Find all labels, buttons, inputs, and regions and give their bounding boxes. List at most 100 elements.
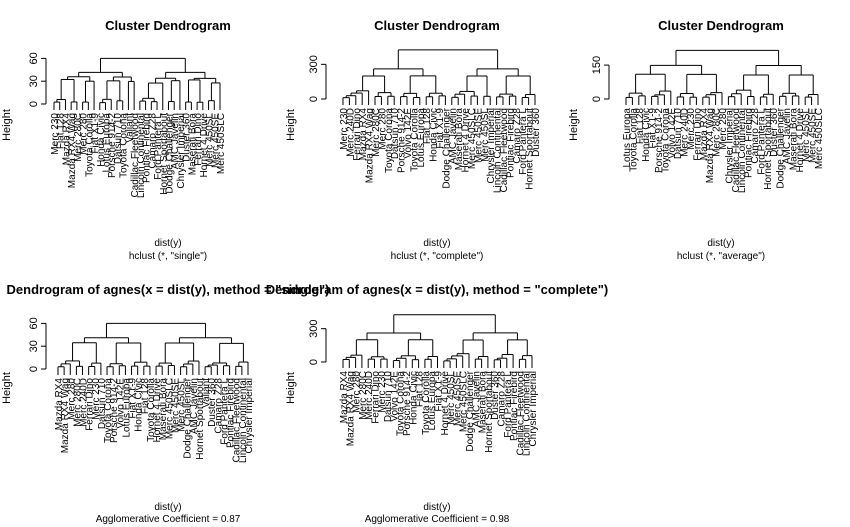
leaf-label: Hornet 4 Drive bbox=[795, 108, 806, 173]
leaf-label: Lincoln Continental bbox=[238, 378, 249, 463]
leaf-label: Fiat X1-9 bbox=[90, 113, 101, 154]
leaf-label: Mazda RX4 bbox=[699, 108, 710, 161]
leaf-label: Chrysler Imperial bbox=[176, 113, 187, 189]
leaf-label: Porsche 914-2 bbox=[654, 108, 665, 173]
method-label: Agglomerative Coefficient = 0.98 bbox=[365, 514, 510, 525]
leaf-label: Toyota Corolla bbox=[409, 108, 420, 172]
leaf-label: Ferrari Dino bbox=[85, 378, 96, 431]
leaf-label: Mazda RX4 Wag bbox=[67, 113, 78, 188]
leaf-label: Honda Civic bbox=[429, 108, 440, 162]
leaf-label: Volvo 142E bbox=[403, 108, 414, 159]
leaf-label: Merc 280C bbox=[371, 108, 382, 157]
dendrogram-panel-3: Cluster Dendrogram 0 150 Height dist(y) hclus… bbox=[568, 18, 825, 262]
leaf-label: Pontiac Firebird bbox=[505, 108, 516, 178]
leaf-label: Merc 230 bbox=[377, 371, 388, 413]
leaf-label: Mazda RX4 Wag bbox=[60, 378, 71, 453]
leaf-label: Merc 240D bbox=[345, 108, 356, 157]
leaf-label: Merc 230 bbox=[339, 108, 350, 150]
leaf-label: Cadillac Fleetwood bbox=[731, 108, 742, 193]
leaf-label: Maserati Bora bbox=[788, 108, 799, 171]
leaf-label: Ferrari Dino bbox=[193, 113, 204, 166]
y-tick-label: 30 bbox=[28, 340, 40, 352]
leaf-label: Toyota Corona bbox=[396, 371, 407, 436]
dendrogram-panel-1: Cluster Dendrogram 0 30 60 Height dist(y) hclu… bbox=[1, 18, 231, 262]
method-label: hclust (*, "complete") bbox=[391, 251, 484, 262]
leaf-label: Merc 450SLC bbox=[814, 108, 825, 169]
leaf-label: Honda Civic bbox=[641, 108, 652, 162]
leaf-label: Lincoln Continental bbox=[493, 108, 504, 193]
leaf-label: Fiat X1-9 bbox=[435, 108, 446, 149]
leaf-label: Honda Civic bbox=[408, 371, 419, 425]
dendrogram-panel-5: Dendrogram of agnes(x = dist(y), method … bbox=[266, 282, 608, 525]
y-tick-label: 60 bbox=[28, 52, 40, 64]
leaf-label: Ford Pantera L bbox=[503, 371, 514, 438]
leaf-label: Merc 280 bbox=[718, 108, 729, 150]
leaf-label: AMC Javelin bbox=[471, 371, 482, 427]
leaf-label: Fiat 128 bbox=[140, 378, 151, 415]
dendrogram-panel-2: Cluster Dendrogram 0 300 Height dist(y) hclus… bbox=[285, 18, 542, 262]
chart-title: Dendrogram of agnes(x = dist(y), method … bbox=[266, 282, 608, 297]
leaf-label: Merc 450SLC bbox=[467, 108, 478, 169]
method-label: Agglomerative Coefficient = 0.87 bbox=[96, 514, 241, 525]
leaf-label: Datsun 710 bbox=[97, 378, 108, 430]
leaf-label: Merc 280C bbox=[358, 371, 369, 420]
leaf-label: Lincoln Continental bbox=[522, 371, 533, 456]
leaf-label: Camaro Z28 bbox=[750, 108, 761, 164]
leaf-label: Ford Pantera L bbox=[756, 108, 767, 175]
method-label: hclust (*, "single") bbox=[129, 251, 207, 262]
leaf-label: Hornet 4 Drive bbox=[152, 378, 163, 443]
leaf-label: Merc 450SL bbox=[446, 371, 457, 425]
leaf-label: Chrysler Imperial bbox=[486, 108, 497, 184]
leaf-label: Fiat 128 bbox=[56, 113, 67, 150]
leaf-label: Pontiac Firebird bbox=[142, 113, 153, 183]
leaf-label: Merc 450SE bbox=[210, 113, 221, 168]
y-axis-label: Height bbox=[1, 372, 13, 404]
leaf-label: Valiant bbox=[201, 378, 212, 408]
leaf-label: Duster 360 bbox=[769, 108, 780, 157]
leaf-label: Chrysler Imperial bbox=[528, 371, 539, 447]
leaf-label: Merc 450SLC bbox=[459, 371, 470, 432]
y-tick-label: 300 bbox=[308, 319, 320, 337]
leaf-label: Merc 450SLC bbox=[164, 378, 175, 439]
leaf-label: Hornet Sportabout bbox=[484, 371, 495, 453]
leaf-label: Hornet Sportabout bbox=[525, 108, 536, 190]
leaf-label: Maserati Bora bbox=[187, 113, 198, 176]
y-tick-label: 0 bbox=[28, 101, 40, 107]
method-label: hclust (*, "average") bbox=[677, 251, 765, 262]
y-axis-label: Height bbox=[1, 109, 13, 141]
leaf-label: Merc 450SL bbox=[480, 108, 491, 162]
leaf-label: Porsche 914-2 bbox=[402, 371, 413, 436]
leaf-label: Merc 280 bbox=[66, 378, 77, 420]
leaf-label: Lotus Europa bbox=[622, 108, 633, 168]
leaf-label: Camaro Z28 bbox=[497, 371, 508, 427]
leaf-label: Volvo 142E bbox=[667, 108, 678, 159]
leaf-label: Maserati Bora bbox=[454, 108, 465, 171]
leaf-label: Lotus Europa bbox=[427, 371, 438, 431]
leaf-label: Cadillac Fleetwood bbox=[499, 108, 510, 193]
leaf-label: Datsun 710 bbox=[383, 371, 394, 423]
x-axis-label: dist(y) bbox=[154, 502, 181, 513]
leaf-label: Merc 450SL bbox=[205, 113, 216, 167]
leaf-label: Mazda RX4 Wag bbox=[705, 108, 716, 183]
leaf-label: Lotus Europa bbox=[416, 108, 427, 168]
y-tick-label: 150 bbox=[591, 56, 603, 74]
leaf-label: Cadillac Fleetwood bbox=[515, 371, 526, 456]
y-axis-label: Height bbox=[568, 109, 580, 141]
leaf-label: Ferrari Dino bbox=[692, 108, 703, 161]
leaf-label: Mazda RX4 bbox=[54, 378, 65, 431]
leaf-label: Chrysler Imperial bbox=[244, 378, 255, 454]
leaf-label: Merc 280C bbox=[712, 108, 723, 157]
leaf-label: Merc 450SL bbox=[801, 108, 812, 162]
leaf-label: Maserati Bora bbox=[158, 378, 169, 441]
leaf-label: Pontiac Firebird bbox=[226, 378, 237, 448]
leaf-label: Fiat X1-9 bbox=[434, 371, 445, 412]
leaf-label: Merc 280C bbox=[73, 113, 84, 162]
leaf-label: Camaro Z28 bbox=[147, 113, 158, 169]
leaf-label: Duster 360 bbox=[531, 108, 542, 157]
leaf-label: Dodge Challenger bbox=[465, 370, 476, 451]
leaf-label: Merc 230 bbox=[50, 113, 61, 155]
leaf-label: Porsche 914-2 bbox=[109, 378, 120, 443]
leaf-label: Ford Pantera L bbox=[518, 108, 529, 175]
y-axis-label: Height bbox=[285, 109, 297, 141]
leaf-label: Merc 450SE bbox=[808, 108, 819, 163]
